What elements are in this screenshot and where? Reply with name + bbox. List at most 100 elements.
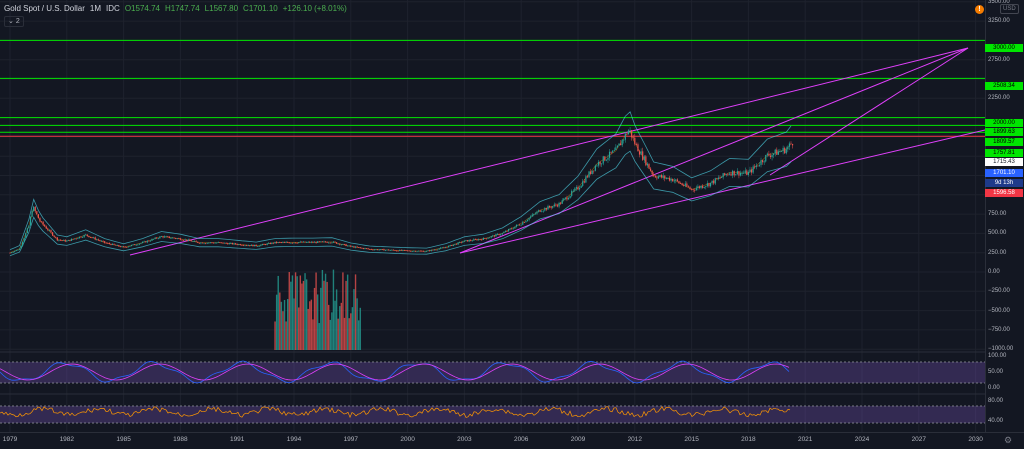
price-tick-label: 750.00 [988,211,1007,218]
candle-body [247,245,249,247]
candle-body [272,242,275,244]
candle-body [776,149,778,155]
candle-body [361,247,363,249]
candle-body [478,239,480,241]
candle-body [255,244,257,247]
candle-body [222,242,224,244]
price-tag[interactable]: 1757.81 [985,149,1023,157]
volume-bar [346,274,349,350]
price-tag[interactable]: 1715.43 [985,158,1023,166]
candle-body [672,178,674,182]
alert-icon[interactable]: ! [975,5,984,14]
candle-body [328,242,330,244]
candle-body [566,197,568,200]
symbol-name[interactable]: Gold Spot / U.S. Dollar [4,4,85,13]
price-tag[interactable]: 1596.58 [985,189,1023,197]
candle-body [765,154,767,162]
horizontal-levels[interactable] [0,39,985,137]
candle-body [496,233,499,235]
time-tick-label: 2027 [911,436,927,443]
candle-body [353,246,355,248]
candle-body [238,244,240,245]
price-axis[interactable] [985,0,1024,432]
candle-body [596,165,598,167]
candle-body [268,242,270,244]
candle-body [362,248,365,249]
currency-badge[interactable]: USD [1000,4,1019,14]
candle-body [575,187,578,189]
candle-body [323,241,325,243]
candle-body [91,237,93,239]
candle-body [96,239,98,241]
candle-body [621,139,623,146]
volume-bar [315,272,317,350]
trend-line [459,47,969,254]
candle-body [782,147,784,152]
volume-bar [277,275,279,350]
volume-bar [335,289,338,350]
trend-lines[interactable] [129,47,985,256]
candle-body [451,245,453,246]
candle-body [388,249,390,251]
price-tag[interactable]: 1809.57 [985,138,1023,146]
candle-body [18,248,21,250]
candle-body [755,165,757,168]
rsi-pane[interactable] [0,351,985,384]
chart-legend[interactable]: Gold Spot / U.S. Dollar 1M IDC O1574.74 … [4,4,347,13]
price-tag[interactable]: 2508.34 [985,82,1023,90]
volume-bar [337,318,339,350]
candle-body [190,240,193,242]
volume-bar [291,275,294,350]
volume-bar [348,318,350,350]
candle-body [627,130,630,135]
interval-label[interactable]: 1M [89,4,102,13]
candle-body [55,236,57,238]
price-chart[interactable] [0,0,985,432]
candle-body [37,214,39,219]
candle-body [189,239,191,241]
time-axis[interactable] [0,432,1024,449]
candle-body [462,241,464,243]
price-tick-label: 500.00 [988,230,1007,237]
volume-bar [310,299,313,350]
oscillator-pane[interactable] [0,393,985,424]
candle-body [50,230,52,233]
candle-body [93,237,95,239]
candle-body [479,239,481,241]
candle-body [670,178,672,181]
volume-bar [294,272,297,350]
volume-bar [356,298,358,350]
candle-body [339,243,341,245]
candle-body [626,133,628,135]
candle-body [481,239,483,241]
candle-body [485,238,488,240]
candle-body [550,207,552,209]
price-tag[interactable]: 1701.10 [985,169,1023,177]
candle-body [132,244,134,246]
candle-body [610,151,612,153]
volume-bar [293,298,295,350]
candle-body [741,172,743,174]
price-tag[interactable]: 9d 13h [985,179,1023,187]
candle-body [282,242,284,243]
candle-body [585,176,587,183]
candle-body [173,237,175,239]
candle-body [116,245,118,246]
candle-body [291,242,294,244]
price-tag[interactable]: 3000.00 [985,44,1023,52]
candle-body [69,239,71,241]
rsi-band [0,362,985,383]
candle-body [648,163,650,169]
price-tick-label: −500.00 [988,307,1010,314]
candle-body [449,245,451,246]
price-tag[interactable]: 2000.00 [985,119,1023,127]
candle-body [466,240,469,242]
candle-body [582,181,584,186]
price-tag[interactable]: 1899.63 [985,128,1023,136]
candle-body [534,213,536,215]
candle-body [747,172,749,175]
candle-body [444,247,447,249]
volume-bar [328,304,330,350]
gear-icon[interactable]: ⚙ [1004,435,1013,445]
collapse-indicators-button[interactable]: ⌄ 2 [4,16,24,27]
